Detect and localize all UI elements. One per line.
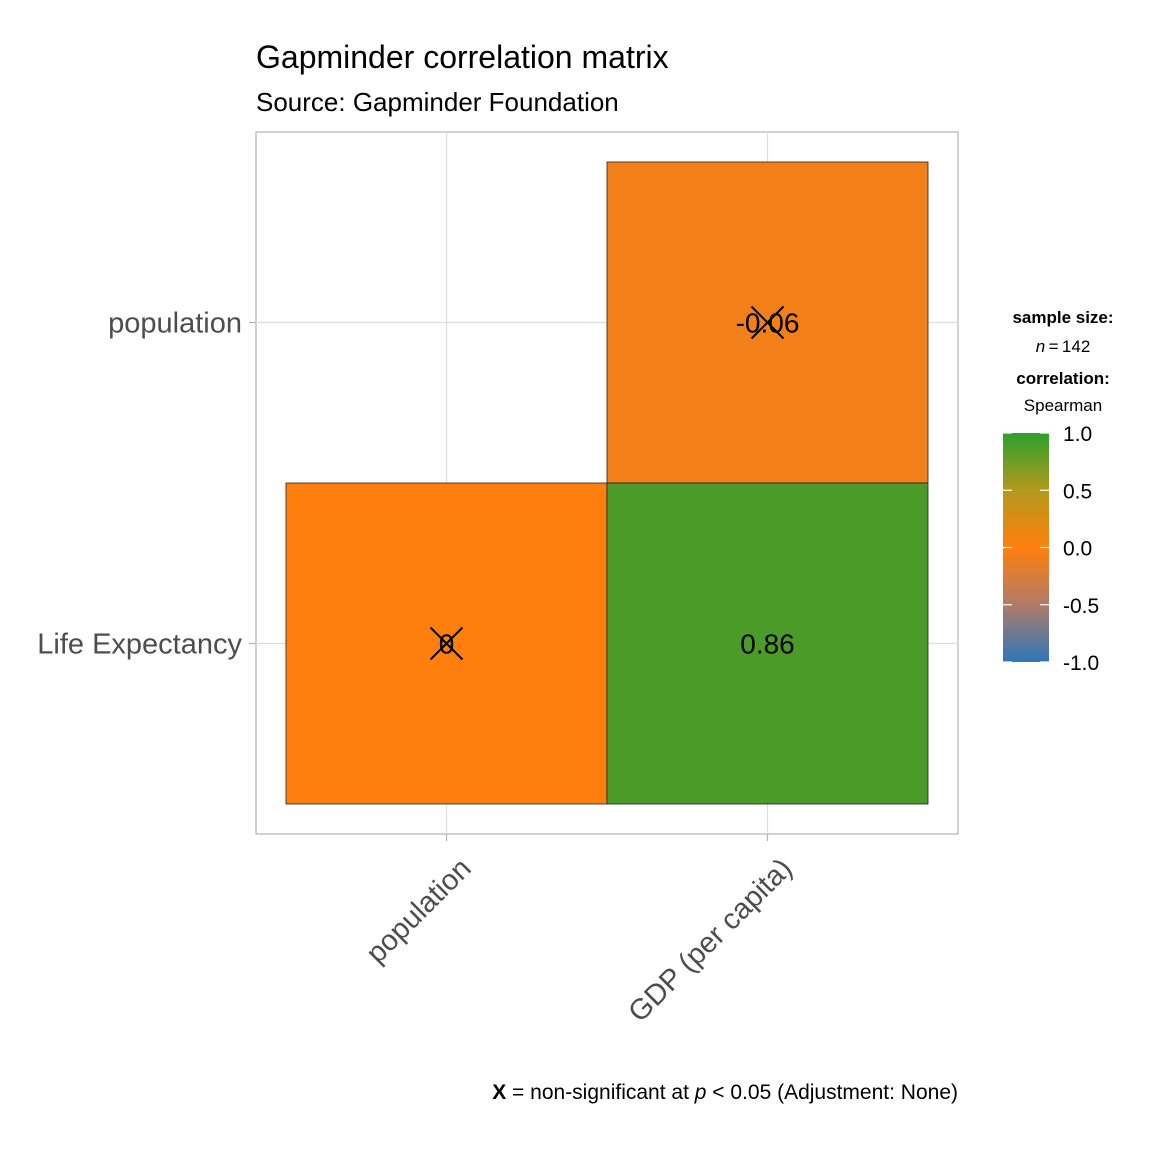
y-axis-label: population — [108, 308, 242, 340]
legend-tick-label: 0.0 — [1063, 538, 1092, 561]
heatmap-cells: -0.0600.86 — [285, 161, 929, 805]
chart-title: Gapminder correlation matrix — [256, 39, 669, 75]
legend-tick-label: -0.5 — [1063, 595, 1099, 618]
heatmap-cell — [606, 482, 929, 805]
plot-panel-border — [255, 131, 959, 835]
non-significant-cross — [429, 626, 464, 661]
legend: sample size: n = 142 correlation: Spearm… — [1003, 308, 1114, 675]
chart-caption: X = non-significant at p < 0.05 (Adjustm… — [492, 1081, 958, 1104]
y-axis-label: Life Expectancy — [37, 629, 242, 661]
caption-symbol: X — [492, 1081, 506, 1104]
legend-ticks: 1.0 0.5 0.0 -0.5 -1.0 — [1003, 423, 1099, 675]
legend-tick-label: -1.0 — [1063, 652, 1099, 675]
legend-sample-size-value: n = 142 — [1036, 337, 1091, 356]
legend-n-value: = 142 — [1045, 337, 1090, 356]
legend-tick-label: 0.5 — [1063, 480, 1092, 503]
cell-value-label: 0.86 — [740, 629, 795, 660]
legend-correlation-title: correlation: — [1016, 369, 1110, 388]
caption-p-symbol: p — [694, 1081, 707, 1104]
x-axis-label: population — [360, 852, 477, 969]
legend-correlation-method: Spearman — [1024, 396, 1102, 415]
legend-sample-size-title: sample size: — [1012, 308, 1113, 327]
legend-n-symbol: n — [1036, 337, 1045, 356]
legend-tick-label: 1.0 — [1063, 423, 1092, 446]
chart-subtitle: Source: Gapminder Foundation — [256, 87, 619, 117]
non-significant-cross — [750, 305, 785, 340]
caption-text-1: = non-significant at — [506, 1081, 695, 1104]
caption-text-2: < 0.05 (Adjustment: None) — [706, 1081, 958, 1104]
x-axis-label: GDP (per capita) — [622, 852, 798, 1028]
